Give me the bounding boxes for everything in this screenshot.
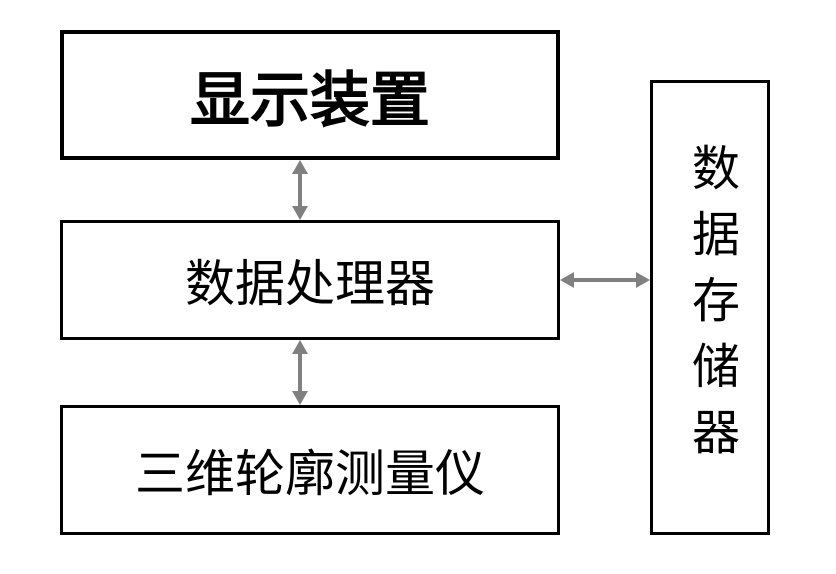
- node-display-device-label: 显示装置: [190, 52, 430, 139]
- node-3d-profiler: 三维轮廓测量仪: [60, 405, 560, 535]
- node-data-processor-label: 数据处理器: [185, 244, 435, 316]
- node-data-processor: 数据处理器: [60, 220, 560, 340]
- node-data-storage-label: 数据存储器: [675, 143, 745, 473]
- arrow-middle-bottom: [286, 340, 314, 405]
- node-data-storage: 数据存储器: [650, 80, 770, 535]
- node-3d-profiler-label: 三维轮廓测量仪: [135, 434, 485, 506]
- arrow-middle-right: [560, 266, 650, 294]
- arrow-top-middle: [286, 160, 314, 220]
- node-display-device: 显示装置: [60, 30, 560, 160]
